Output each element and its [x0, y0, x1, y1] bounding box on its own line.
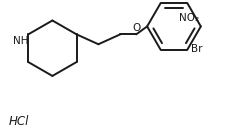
- Text: HCl: HCl: [8, 115, 29, 128]
- Text: NO₂: NO₂: [179, 13, 200, 23]
- Text: O: O: [132, 23, 140, 33]
- Text: NH: NH: [12, 36, 28, 46]
- Text: Br: Br: [192, 44, 203, 54]
